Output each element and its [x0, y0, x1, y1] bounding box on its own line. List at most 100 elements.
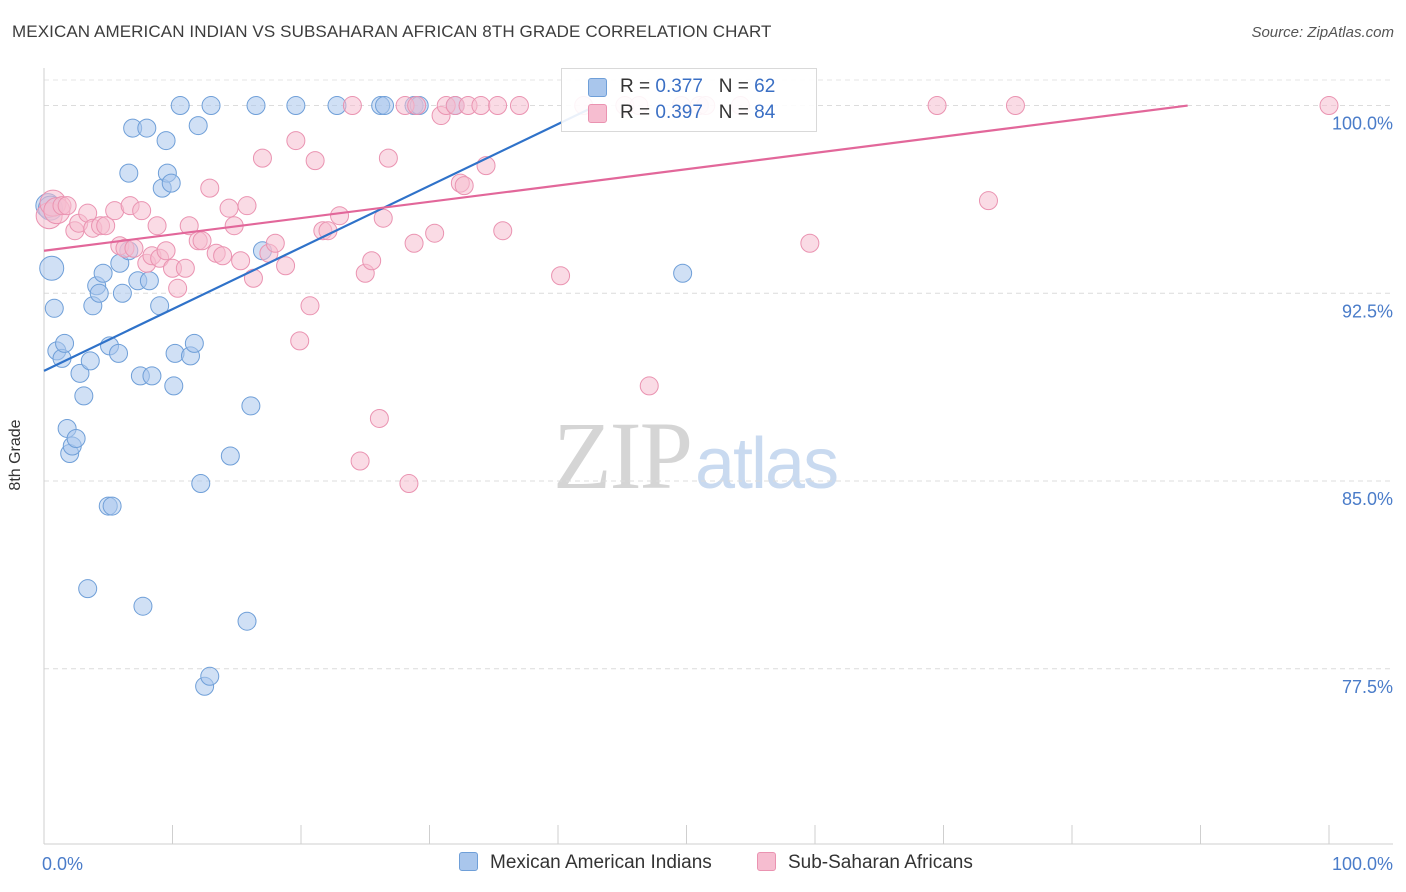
legend-text: R = 0.397 N = 84	[620, 102, 775, 124]
n-label: N =	[718, 76, 749, 97]
data-point-mexican-american	[93, 263, 113, 283]
data-point-sub-saharan	[175, 258, 195, 278]
data-point-sub-saharan	[350, 451, 370, 471]
data-point-mexican-american	[109, 343, 129, 363]
r-label: R =	[620, 102, 651, 123]
x-tick-label-max: 100.0%	[1332, 854, 1393, 874]
data-point-sub-saharan	[265, 233, 285, 253]
data-point-sub-saharan	[96, 216, 116, 236]
data-point-sub-saharan	[471, 96, 491, 116]
data-point-sub-saharan	[132, 201, 152, 221]
data-point-sub-saharan	[404, 233, 424, 253]
legend-text: R = 0.377 N = 62	[620, 76, 775, 98]
data-point-sub-saharan	[330, 206, 350, 226]
data-point-mexican-american	[39, 255, 65, 281]
r-value: 0.377	[655, 76, 703, 97]
data-point-mexican-american	[112, 283, 132, 303]
data-point-sub-saharan	[509, 96, 529, 116]
data-point-sub-saharan	[1319, 96, 1339, 116]
data-point-sub-saharan	[192, 231, 212, 251]
y-tick-label: 77.5%	[1342, 677, 1393, 697]
data-point-mexican-american	[237, 611, 257, 631]
data-point-sub-saharan	[493, 221, 513, 241]
data-point-mexican-american	[137, 118, 157, 138]
data-point-mexican-american	[220, 446, 240, 466]
data-point-sub-saharan	[231, 251, 251, 271]
data-point-sub-saharan	[305, 151, 325, 171]
data-point-sub-saharan	[156, 241, 176, 261]
data-point-mexican-american	[78, 579, 98, 599]
data-point-mexican-american	[66, 428, 86, 448]
r-label: R =	[620, 76, 651, 97]
axes	[43, 68, 1393, 845]
data-point-sub-saharan	[978, 191, 998, 211]
watermark-zip: ZIP	[553, 402, 693, 509]
data-point-mexican-american	[142, 366, 162, 386]
data-point-mexican-american	[673, 263, 693, 283]
data-point-sub-saharan	[800, 233, 820, 253]
n-label: N =	[718, 102, 749, 123]
series-mexican-american-indians	[35, 96, 693, 696]
data-point-sub-saharan	[378, 148, 398, 168]
y-tick-label: 92.5%	[1342, 301, 1393, 321]
data-point-mexican-american	[80, 351, 100, 371]
x-tick-label-min: 0.0%	[42, 854, 83, 874]
data-point-sub-saharan	[124, 238, 144, 258]
data-point-mexican-american	[170, 96, 190, 116]
bottom-legend-item-sub-saharan-africans[interactable]: Sub-Saharan Africans	[757, 852, 973, 874]
data-point-mexican-american	[44, 298, 64, 318]
data-point-mexican-american	[70, 363, 90, 383]
data-point-mexican-american	[74, 386, 94, 406]
data-point-mexican-american	[161, 173, 181, 193]
data-point-sub-saharan	[219, 198, 239, 218]
r-value: 0.397	[655, 102, 703, 123]
data-point-sub-saharan	[399, 474, 419, 494]
data-point-mexican-american	[200, 666, 220, 686]
data-point-mexican-american	[184, 333, 204, 353]
n-value: 84	[754, 102, 776, 123]
data-point-sub-saharan	[243, 268, 263, 288]
data-point-sub-saharan	[168, 278, 188, 298]
correlation-legend: R = 0.377 N = 62 R = 0.397 N = 84	[561, 68, 817, 132]
data-point-sub-saharan	[57, 196, 77, 216]
data-point-sub-saharan	[454, 176, 474, 196]
data-point-sub-saharan	[369, 408, 389, 428]
data-point-sub-saharan	[179, 216, 199, 236]
data-point-sub-saharan	[290, 331, 310, 351]
bottom-legend-label: Mexican American Indians	[490, 852, 712, 873]
data-point-mexican-american	[188, 116, 208, 136]
y-tick-label: 85.0%	[1342, 489, 1393, 509]
data-point-mexican-american	[191, 474, 211, 494]
data-point-sub-saharan	[488, 96, 508, 116]
data-point-mexican-american	[246, 96, 266, 116]
data-point-sub-saharan	[237, 196, 257, 216]
data-point-sub-saharan	[639, 376, 659, 396]
data-point-sub-saharan	[286, 131, 306, 151]
trend-line-sub-saharan	[43, 104, 1188, 252]
series-sub-saharan-africans	[35, 96, 1339, 494]
data-point-sub-saharan	[200, 178, 220, 198]
gridlines	[44, 79, 1393, 670]
data-point-sub-saharan	[276, 256, 296, 276]
chart-title: MEXICAN AMERICAN INDIAN VS SUBSAHARAN AF…	[12, 22, 772, 41]
data-point-mexican-american	[164, 376, 184, 396]
data-point-mexican-american	[133, 596, 153, 616]
tick-labels: 100.0% 92.5% 85.0% 77.5% 0.0% 100.0%	[42, 114, 1393, 874]
bottom-legend-swatch-pink	[757, 852, 776, 871]
data-point-mexican-american	[55, 333, 75, 353]
data-point-sub-saharan	[551, 266, 571, 286]
legend-swatch-blue	[588, 78, 607, 97]
bottom-legend-item-mexican-american-indians[interactable]: Mexican American Indians	[459, 852, 712, 874]
y-tick-label: 100.0%	[1332, 114, 1393, 134]
data-point-mexican-american	[286, 96, 306, 116]
data-point-mexican-american	[102, 496, 122, 516]
n-value: 62	[754, 76, 776, 97]
data-point-sub-saharan	[927, 96, 947, 116]
watermark-atlas: atlas	[695, 424, 839, 504]
source-label: Source: ZipAtlas.com	[1251, 24, 1394, 41]
data-point-sub-saharan	[252, 148, 272, 168]
data-point-sub-saharan	[407, 96, 427, 116]
legend-swatch-pink	[588, 104, 607, 123]
data-point-sub-saharan	[300, 296, 320, 316]
